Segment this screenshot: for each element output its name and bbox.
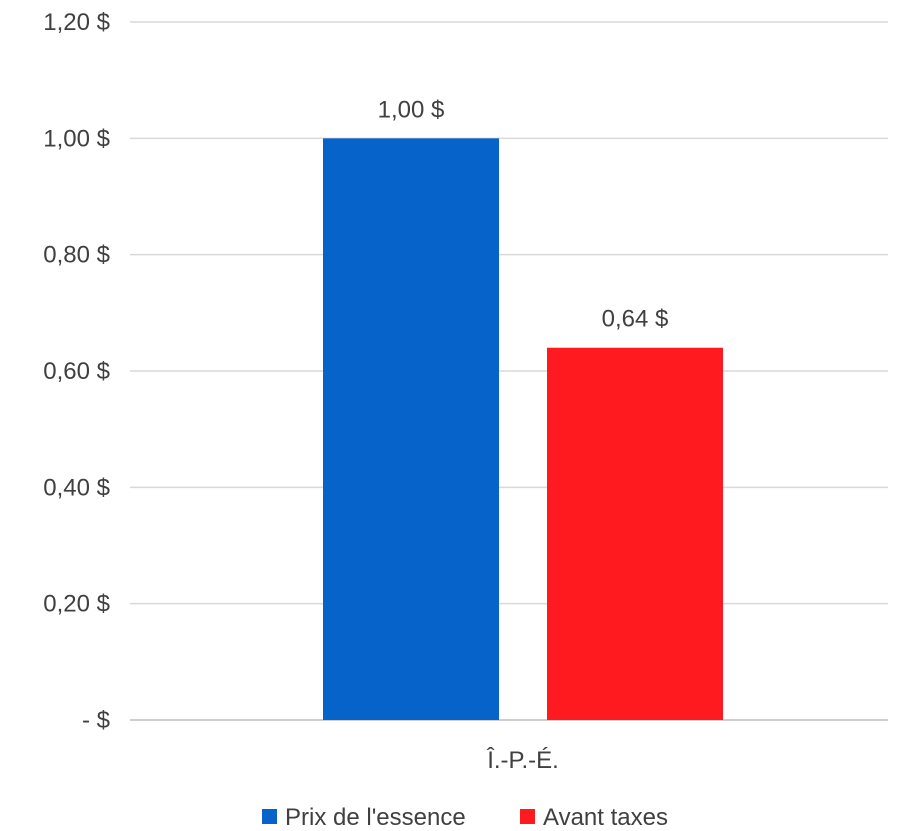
y-tick-label: 0,80 $ — [43, 242, 110, 269]
y-tick-label: - $ — [82, 707, 110, 734]
legend-swatch — [262, 809, 277, 824]
y-tick-label: 0,40 $ — [43, 474, 110, 501]
y-tick-label: 1,20 $ — [43, 9, 110, 36]
legend-item: Prix de l'essence — [262, 804, 466, 831]
y-gridlines — [130, 21, 888, 721]
data-labels: 1,00 $ 0,64 $ — [378, 96, 669, 332]
x-category-label: Î.-P.-É. — [486, 747, 559, 774]
y-tick-labels: - $ 0,20 $ 0,40 $ 0,60 $ 0,80 $ 1,00 $ 1,20 $ — [43, 9, 110, 734]
bar-series — [323, 138, 723, 721]
legend-label: Avant taxes — [543, 804, 668, 831]
y-tick-label: 1,00 $ — [43, 125, 110, 152]
legend-swatch — [520, 809, 535, 824]
y-tick-label: 0,60 $ — [43, 358, 110, 385]
x-category-labels: Î.-P.-É. — [486, 747, 559, 774]
y-tick-label: 0,20 $ — [43, 591, 110, 618]
legend-item: Avant taxes — [520, 804, 668, 831]
legend: Prix de l'essence Avant taxes — [262, 804, 668, 831]
legend-label: Prix de l'essence — [285, 804, 466, 831]
data-label: 0,64 $ — [602, 306, 669, 333]
bar-avant-taxes — [547, 347, 723, 720]
bar-prix-de-l-essence — [323, 138, 499, 721]
data-label: 1,00 $ — [378, 96, 445, 123]
